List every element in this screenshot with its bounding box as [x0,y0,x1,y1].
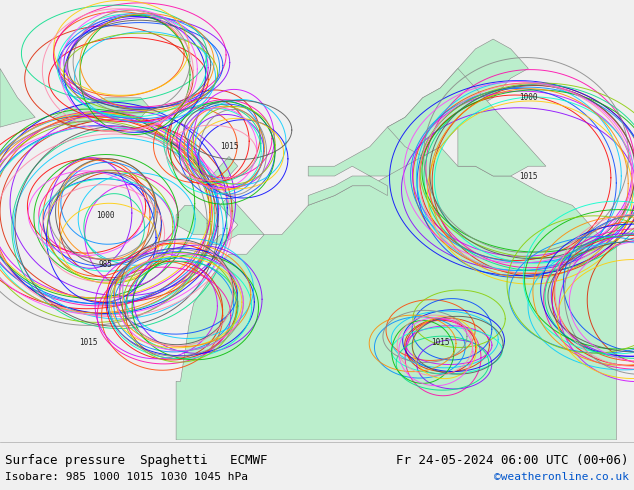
Text: 1015: 1015 [220,142,238,151]
Polygon shape [387,69,546,176]
Text: 985: 985 [99,260,113,269]
Text: 1000: 1000 [519,93,538,102]
Text: 1015: 1015 [519,172,538,180]
Text: 1015: 1015 [431,338,450,347]
Polygon shape [211,156,264,245]
Text: ©weatheronline.co.uk: ©weatheronline.co.uk [494,472,629,482]
Polygon shape [308,39,528,205]
Text: Surface pressure  Spaghetti   ECMWF: Surface pressure Spaghetti ECMWF [5,454,268,467]
Polygon shape [0,69,36,127]
Text: 1015: 1015 [79,338,97,347]
Text: 1000: 1000 [96,211,115,220]
Text: Fr 24-05-2024 06:00 UTC (00+06): Fr 24-05-2024 06:00 UTC (00+06) [396,454,629,467]
Text: Isobare: 985 1000 1015 1030 1045 hPa: Isobare: 985 1000 1015 1030 1045 hPa [5,472,248,482]
Polygon shape [176,147,616,440]
Polygon shape [176,205,211,235]
Polygon shape [53,98,150,127]
